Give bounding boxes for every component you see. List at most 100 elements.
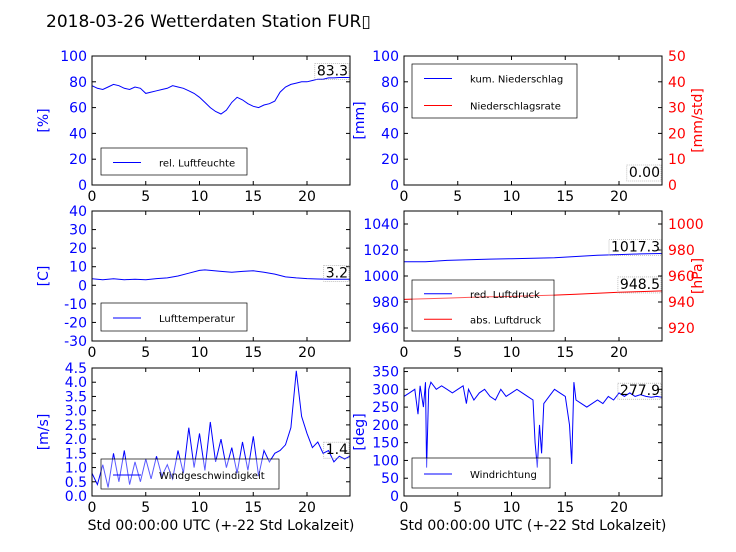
x-tick-label: 20 — [610, 189, 628, 205]
last-value-box — [626, 164, 662, 182]
x-tick-label: 15 — [556, 189, 574, 205]
plot-frame — [403, 367, 663, 497]
x-tick-label: 15 — [244, 189, 262, 205]
x-tick-label: 5 — [453, 500, 462, 516]
y-tick-label: 100 — [372, 453, 399, 469]
x-tick-label: 10 — [191, 189, 209, 205]
x-tick-label: 10 — [191, 500, 209, 516]
legend-label: abs. Luftdruck — [470, 315, 541, 326]
x-tick-label: 10 — [191, 345, 209, 361]
y-tick-label: 1000 — [363, 269, 399, 285]
y-tick-label: 20 — [69, 241, 87, 257]
chart-panel-niederschlag: 0 5 10 15 20 0 20 40 60 80 100 0 10 20 30 40 50 [mm] [mm/s… — [352, 49, 706, 205]
last-value-box — [617, 276, 662, 294]
y-tick-label: 3.0 — [65, 404, 87, 420]
legend-box — [100, 147, 248, 176]
y-tick-label: 1020 — [363, 243, 399, 259]
x-tick-label: 0 — [88, 500, 97, 516]
series-line-1 — [404, 253, 662, 263]
y-tick-label: 980 — [372, 295, 399, 311]
y-right-tick-label: 30 — [668, 101, 686, 117]
chart-panel-rel-luftfeuchte: 0 5 10 15 20 0 20 40 60 80 100 [%] 83.3 rel. Luftfeuc… — [36, 49, 351, 205]
legend-label: Niederschlagsrate — [470, 102, 561, 113]
series-line-1 — [92, 269, 350, 281]
x-tick-label: 20 — [298, 500, 316, 516]
x-tick-label: 10 — [503, 189, 521, 205]
legend-label: kum. Niederschlag — [470, 75, 563, 86]
y-tick-label: 20 — [381, 152, 399, 168]
y-tick-label: 0.5 — [65, 475, 87, 491]
y-tick-label: 1.0 — [65, 461, 87, 477]
y-right-tick-label: 10 — [668, 152, 686, 168]
y-tick-label: 60 — [69, 101, 87, 117]
y-right-tick-label: 40 — [668, 75, 686, 91]
y-tick-label: 300 — [372, 382, 399, 398]
last-value-box — [323, 265, 350, 282]
x-tick-label: 0 — [88, 189, 97, 205]
y-tick-label: 200 — [372, 418, 399, 434]
y-tick-label: 0 — [78, 278, 87, 294]
y-tick-label: 1.5 — [65, 446, 87, 462]
legend: Lufttemperatur — [100, 302, 248, 332]
y-tick-label: 2.5 — [65, 418, 87, 434]
series-line-1 — [92, 370, 350, 488]
y-tick-label: 40 — [381, 126, 399, 142]
y-tick-label: 100 — [372, 49, 399, 65]
y-axis-label: [%] — [36, 108, 52, 132]
x-tick-label: 20 — [298, 189, 316, 205]
y-tick-label: 0 — [78, 178, 87, 194]
y-right-tick-label: 50 — [668, 49, 686, 65]
chart-panel-lufttemperatur: 0 5 10 15 20 -30 -20 -10 0 10 20 30 40 [C] 3.2 Lufttemp… — [36, 204, 351, 361]
x-tick-label: 15 — [556, 345, 574, 361]
y-axis-label: [mm] — [352, 101, 368, 139]
legend: red. Luftdruck abs. Luftdruck — [411, 279, 555, 332]
y-tick-label: 100 — [60, 49, 87, 65]
y-tick-label: 150 — [372, 436, 399, 452]
legend: kum. Niederschlag Niederschlagsrate — [411, 63, 578, 119]
y-tick-label: 1040 — [363, 217, 399, 233]
legend: Windrichtung — [411, 457, 551, 489]
y-right-axis-label: [hPa] — [690, 258, 706, 294]
plot-frame — [403, 55, 663, 186]
y-tick-label: 3.5 — [65, 389, 87, 405]
legend-label: Windgeschwindigkeit — [159, 471, 265, 482]
last-value-box — [608, 239, 662, 256]
y-axis-label: [deg] — [352, 413, 368, 450]
y-tick-label: 40 — [69, 204, 87, 220]
y-tick-label: 0.0 — [65, 489, 87, 505]
legend-label: Windrichtung — [470, 470, 537, 481]
series-line-1 — [92, 77, 350, 115]
x-axis-label: Std 00:00:00 UTC (+-22 Std Lokalzeit) — [400, 518, 667, 534]
x-tick-label: 10 — [503, 345, 521, 361]
y-tick-label: 10 — [69, 260, 87, 276]
chart-panel-luftdruck: 0 5 10 15 20 960 980 1000 1020 1040 920 940 960 980 10… — [363, 210, 706, 361]
y-tick-label: 60 — [381, 101, 399, 117]
y-tick-label: 350 — [372, 365, 399, 381]
x-tick-label: 0 — [400, 189, 409, 205]
y-right-tick-label: 920 — [668, 321, 695, 337]
last-value-label: 1.4 — [326, 442, 348, 458]
legend: rel. Luftfeuchte — [100, 147, 248, 176]
x-tick-label: 5 — [453, 189, 462, 205]
series-line-2 — [404, 290, 662, 300]
legend-label: rel. Luftfeuchte — [159, 159, 235, 170]
chart-panel-windgeschwindigkeit: 0 5 10 15 20 0.00.51.01.52.02.53.03.54.04.5 [m… — [36, 361, 354, 534]
y-tick-label: 250 — [372, 400, 399, 416]
last-value-label: 0.00 — [629, 165, 660, 181]
x-tick-label: 0 — [400, 345, 409, 361]
legend-box — [100, 458, 280, 490]
y-right-tick-label: 960 — [668, 269, 695, 285]
y-tick-label: 0 — [390, 178, 399, 194]
x-tick-label: 5 — [141, 189, 150, 205]
last-value-box — [314, 63, 350, 80]
last-value-label: 3.2 — [326, 265, 348, 281]
y-tick-label: 80 — [381, 75, 399, 91]
y-tick-label: 80 — [69, 75, 87, 91]
y-tick-label: -10 — [64, 297, 87, 313]
y-tick-label: 30 — [69, 223, 87, 239]
y-right-axis-label: [mm/std] — [690, 88, 706, 153]
y-tick-label: 2.0 — [65, 432, 87, 448]
x-tick-label: 5 — [453, 345, 462, 361]
y-tick-label: 4.5 — [65, 361, 87, 377]
